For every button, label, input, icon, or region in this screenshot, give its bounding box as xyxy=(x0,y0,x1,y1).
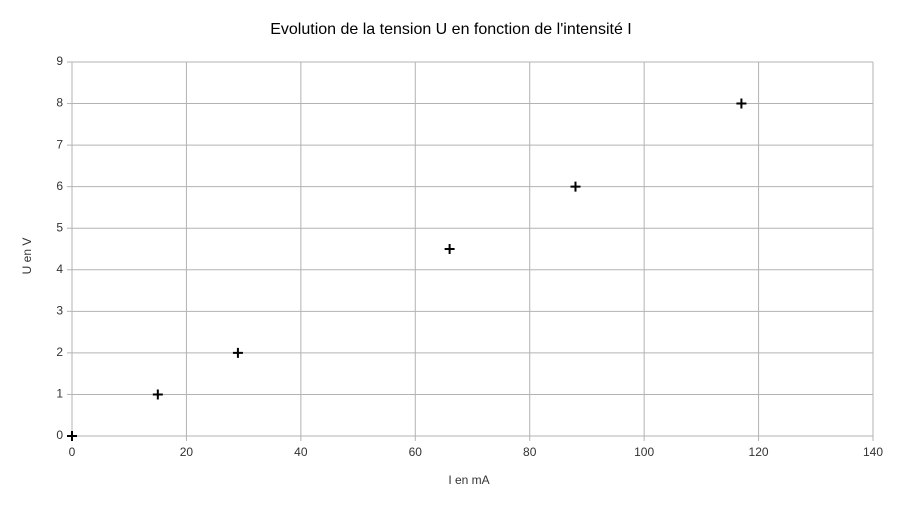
data-point xyxy=(152,389,163,400)
y-tick-label: 5 xyxy=(56,220,63,234)
data-point xyxy=(570,181,581,192)
y-tick-label: 0 xyxy=(56,428,63,442)
data-point xyxy=(232,347,243,358)
x-axis-label: I en mA xyxy=(448,473,489,487)
y-tick-label: 6 xyxy=(56,179,63,193)
chart-title: Evolution de la tension U en fonction de… xyxy=(270,21,632,38)
y-tick-label: 8 xyxy=(56,96,63,110)
data-point xyxy=(67,431,77,441)
y-axis-label: U en V xyxy=(20,238,34,275)
y-tick-label: 9 xyxy=(56,54,63,68)
y-tick-label: 3 xyxy=(56,304,63,318)
data-point xyxy=(736,98,747,109)
x-tick-label: 20 xyxy=(180,445,194,459)
data-point xyxy=(444,244,455,254)
y-tick-label: 2 xyxy=(56,345,63,359)
y-tick-label: 7 xyxy=(56,137,63,151)
x-tick-label: 120 xyxy=(749,445,769,459)
x-tick-label: 0 xyxy=(69,445,76,459)
x-tick-label: 100 xyxy=(634,445,654,459)
x-tick-label: 60 xyxy=(409,445,423,459)
x-tick-label: 40 xyxy=(294,445,308,459)
x-tick-label: 80 xyxy=(523,445,537,459)
x-tick-label: 140 xyxy=(863,445,883,459)
y-tick-label: 1 xyxy=(56,387,63,401)
y-tick-label: 4 xyxy=(56,262,63,276)
